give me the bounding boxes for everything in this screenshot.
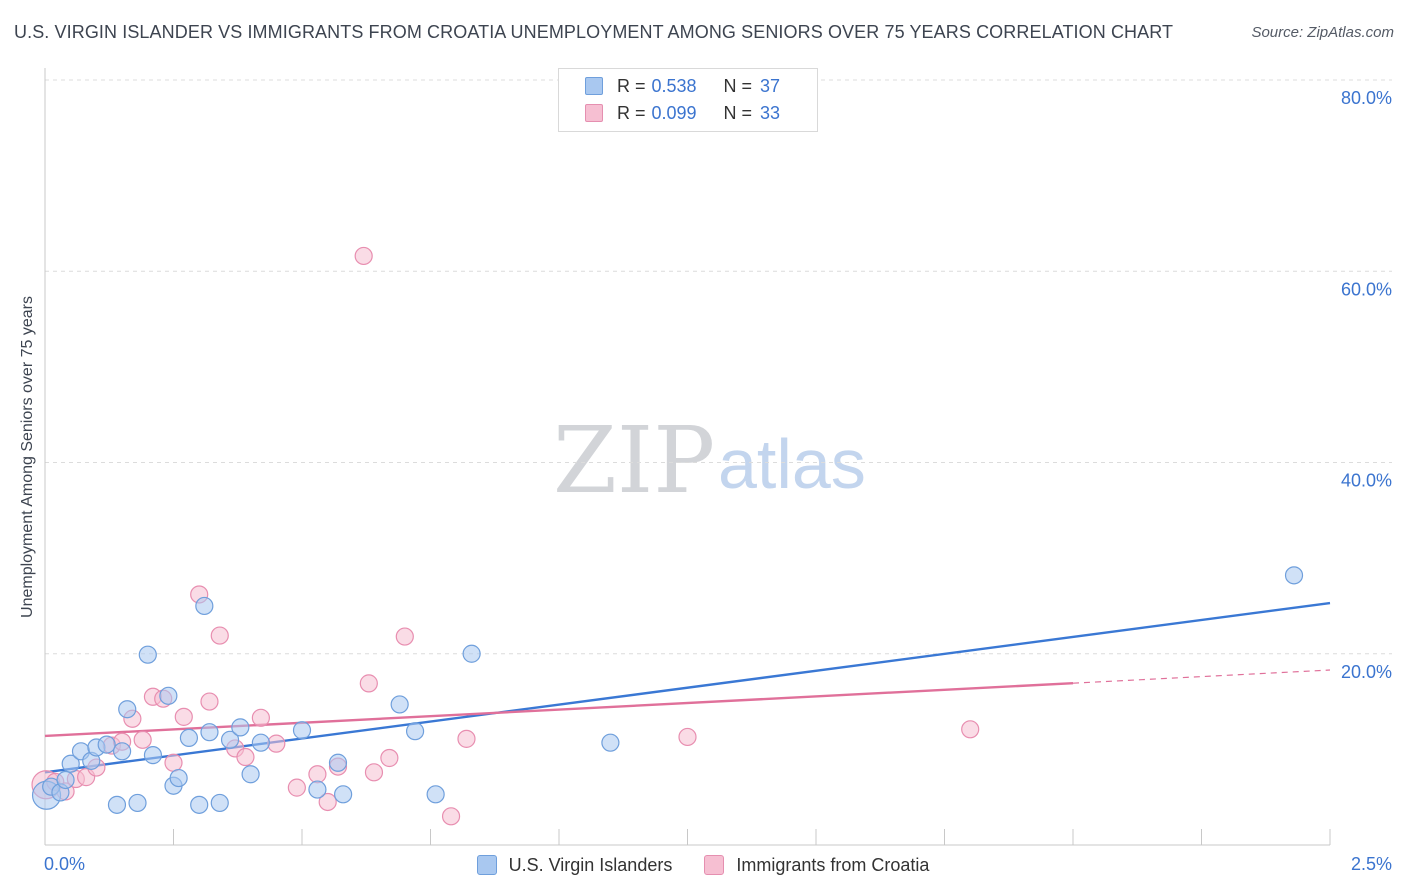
point-virgin-islanders	[328, 753, 348, 772]
legend-row-virgin-islanders: R = 0.538 N = 37	[585, 73, 780, 99]
point-virgin-islanders	[292, 721, 312, 740]
point-virgin-islanders	[601, 733, 620, 752]
point-virgin-islanders	[220, 730, 240, 749]
point-virgin-islanders	[426, 785, 445, 804]
data-points	[31, 246, 1304, 826]
legend-n-value: 37	[760, 75, 781, 96]
y-tick-labels: 20.0% 40.0% 60.0% 80.0%	[1341, 88, 1392, 682]
legend-n-label: N =	[723, 75, 753, 96]
legend-row-croatia: R = 0.099 N = 33	[585, 100, 780, 126]
axes	[44, 68, 1331, 846]
point-croatia	[380, 748, 399, 768]
point-croatia	[308, 765, 327, 784]
x-tick-labels: 0.0% 2.5%	[44, 854, 1392, 874]
legend-swatch-pink	[704, 855, 725, 875]
point-virgin-islanders	[118, 700, 137, 719]
point-croatia	[354, 246, 373, 266]
watermark-atlas: atlas	[718, 425, 866, 503]
point-croatia	[267, 734, 286, 753]
watermark-zip: ZIP	[553, 407, 715, 514]
point-virgin-islanders	[231, 718, 250, 737]
point-virgin-islanders	[169, 768, 188, 788]
point-virgin-islanders	[190, 795, 209, 814]
trend-line-croatia	[44, 682, 1074, 738]
correlation-legend: R = 0.538 N = 37 R = 0.099 N = 33	[558, 68, 818, 132]
point-croatia	[318, 792, 337, 812]
gridlines	[45, 79, 1392, 655]
y-tick-label: 60.0%	[1341, 279, 1392, 299]
point-virgin-islanders	[159, 686, 178, 705]
point-virgin-islanders	[200, 723, 219, 742]
x-tick-label: 0.0%	[44, 854, 85, 874]
legend-item-virgin-islanders: U.S. Virgin Islanders	[476, 854, 673, 876]
point-virgin-islanders	[56, 770, 75, 790]
x-tick-label: 2.5%	[1351, 854, 1392, 874]
point-virgin-islanders	[61, 754, 80, 773]
point-virgin-islanders	[195, 596, 214, 616]
point-croatia	[164, 753, 183, 772]
point-virgin-islanders	[143, 746, 163, 765]
point-croatia	[210, 626, 229, 645]
legend-label-croatia: Immigrants from Croatia	[736, 854, 930, 875]
point-virgin-islanders	[308, 780, 327, 799]
legend-item-croatia: Immigrants from Croatia	[704, 855, 929, 876]
point-croatia	[200, 692, 219, 711]
point-virgin-islanders	[107, 795, 127, 814]
point-croatia	[251, 708, 270, 727]
legend-r-label: R =	[617, 75, 646, 96]
chart-source: Source: ZipAtlas.com	[1251, 24, 1394, 41]
trend-line-croatia-extension	[1072, 669, 1331, 684]
point-croatia	[441, 807, 461, 826]
point-croatia	[395, 627, 414, 646]
legend-r-label: R =	[617, 102, 646, 123]
point-virgin-islanders	[334, 785, 353, 804]
point-croatia	[457, 729, 476, 748]
point-virgin-islanders	[251, 733, 270, 752]
legend-n-label: N =	[723, 102, 753, 123]
y-tick-label: 40.0%	[1341, 471, 1392, 491]
point-virgin-islanders	[138, 645, 157, 664]
point-virgin-islanders	[128, 793, 147, 813]
point-virgin-islanders	[390, 695, 409, 714]
point-croatia	[678, 727, 697, 747]
legend-swatch-blue	[476, 855, 497, 875]
chart-title: U.S. VIRGIN ISLANDER VS IMMIGRANTS FROM …	[14, 22, 1174, 42]
point-virgin-islanders	[97, 735, 116, 754]
point-croatia	[364, 763, 384, 782]
point-croatia	[133, 730, 152, 749]
point-virgin-islanders	[179, 728, 199, 748]
watermark: ZIP atlas	[553, 407, 866, 514]
legend-n-value: 33	[760, 102, 781, 123]
point-virgin-islanders	[405, 722, 425, 741]
point-croatia	[236, 747, 255, 767]
legend-r-value: 0.099	[651, 102, 697, 123]
point-virgin-islanders	[210, 793, 229, 813]
point-croatia	[287, 778, 306, 797]
legend-swatch-pink	[585, 104, 603, 122]
y-tick-label: 20.0%	[1341, 662, 1392, 682]
point-virgin-islanders	[241, 765, 260, 784]
series-legend: U.S. Virgin Islanders Immigrants from Cr…	[0, 852, 1406, 878]
legend-swatch-blue	[585, 77, 603, 95]
point-croatia	[359, 674, 378, 693]
point-croatia	[961, 720, 980, 739]
point-virgin-islanders	[112, 742, 132, 761]
y-tick-label: 80.0%	[1341, 88, 1392, 108]
point-croatia	[174, 707, 193, 726]
legend-label-virgin-islanders: U.S. Virgin Islanders	[508, 854, 673, 875]
point-virgin-islanders	[462, 644, 481, 663]
legend-r-value: 0.538	[651, 75, 697, 96]
point-virgin-islanders	[1284, 566, 1304, 585]
